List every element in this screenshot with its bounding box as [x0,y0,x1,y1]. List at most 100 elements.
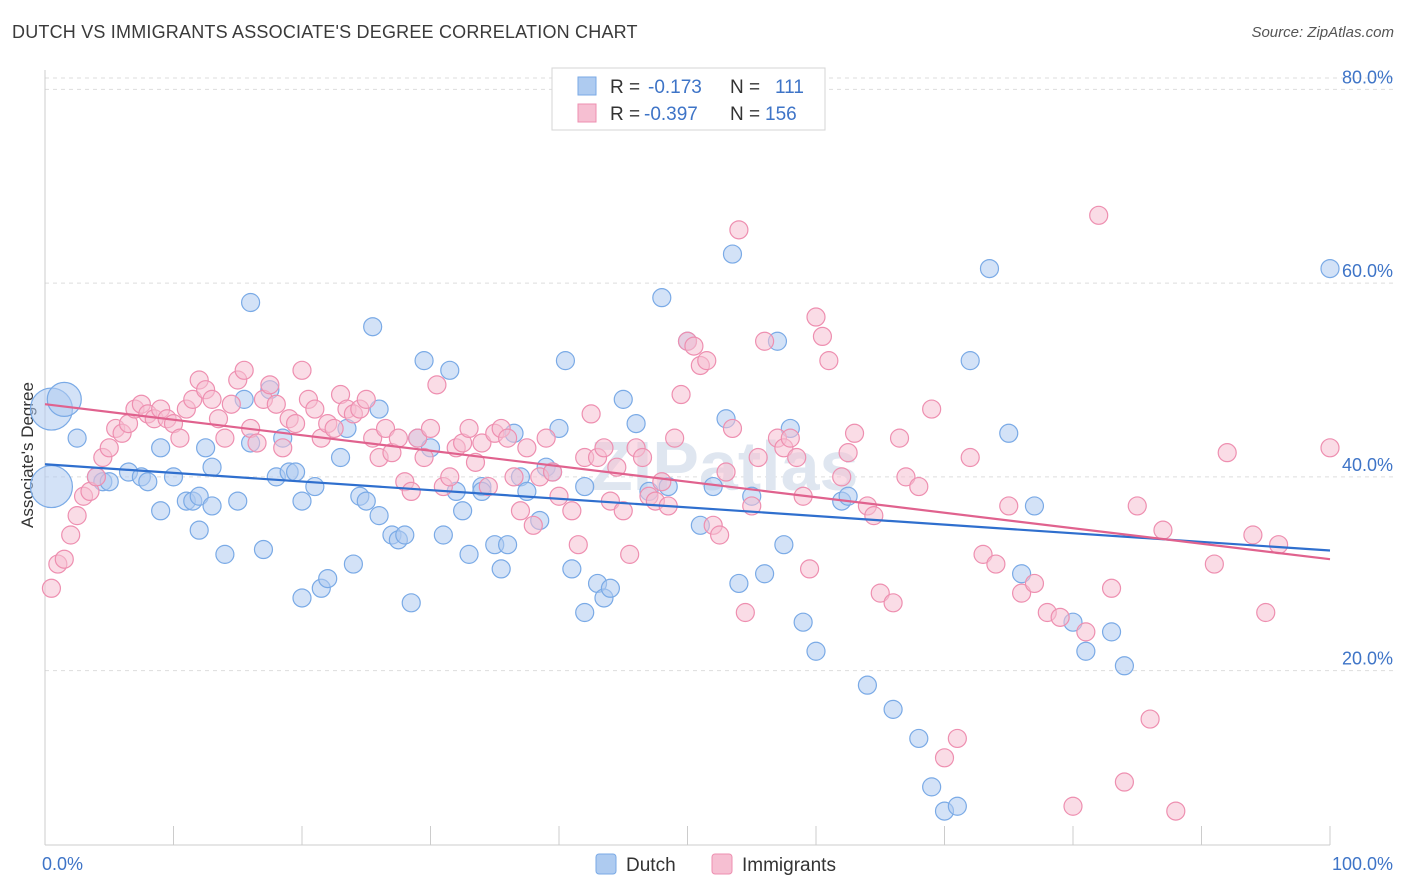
immigrants-point [1166,801,1186,821]
dutch-point [491,559,511,579]
dutch-point [305,476,325,497]
dutch-point [575,476,595,497]
dutch-point [151,438,171,458]
immigrants-point [504,467,524,487]
chart-title: DUTCH VS IMMIGRANTS ASSOCIATE'S DEGREE C… [12,22,638,42]
legend-n-label-2: N = [730,104,760,125]
immigrants-point [787,447,807,468]
immigrants-point [1024,573,1045,594]
immigrants-point [838,443,858,463]
immigrants-point [568,535,588,555]
immigrants-point [375,418,396,439]
immigrants-point [54,549,74,569]
immigrants-point [1268,535,1289,555]
immigrants-point [208,409,229,429]
y-tick-label: 20.0% [1342,649,1393,669]
immigrants-point [510,501,531,521]
x-axis-ticks [44,826,1331,845]
dutch-point [285,462,306,482]
immigrants-point [806,307,826,327]
dutch-point [433,525,453,545]
immigrants-point [922,399,942,419]
immigrants-point [285,413,306,434]
dutch-point [318,568,338,589]
immigrants-point [697,351,717,371]
immigrants-point [234,360,254,380]
dutch-point [999,423,1019,443]
immigrants-point [427,375,447,395]
legend-r-value-2: -0.397 [644,104,698,125]
legend-box [551,67,826,131]
immigrants-point [754,331,775,351]
dutch-trend-line [44,463,1331,552]
immigrants-point [999,496,1019,516]
dutch-point [215,544,235,564]
immigrants-point [86,467,107,487]
immigrants-point [735,602,755,623]
immigrants-point [799,559,820,579]
dutch-point [189,520,209,540]
immigrants-point [542,462,563,482]
legend-n-label-1: N = [730,77,760,98]
dutch-point [1076,641,1096,661]
immigrants-point [356,389,376,409]
dutch-point [626,413,646,434]
dutch-point [202,457,222,477]
immigrants-point [170,428,190,448]
immigrants-point [710,525,730,545]
immigrants-point [594,438,614,458]
dutch-point [600,578,621,598]
dutch-point [196,438,216,458]
dutch-point [722,244,743,264]
dutch-point [67,428,87,448]
immigrants-point [260,375,280,395]
immigrants-point [478,476,498,497]
series-dutch-points [29,244,1340,821]
dutch-point [555,351,576,371]
immigrants-point [716,462,736,482]
dutch-point [292,491,312,511]
dutch-point [202,496,222,516]
immigrants-point [973,544,993,564]
immigrants-point [1089,205,1109,225]
y-tick-label: 60.0% [1342,261,1393,281]
immigrants-point [581,404,601,424]
dutch-point [754,564,775,584]
immigrants-point [465,452,486,472]
dutch-point [979,258,1000,279]
dutch-point [575,602,595,623]
y-axis-tick-labels: 20.0% 40.0% 60.0% 80.0% [1342,67,1393,668]
immigrants-point [780,428,800,448]
chart-source: Source: ZipAtlas.com [1251,24,1394,41]
immigrants-point [215,428,235,448]
dutch-point [292,588,312,608]
immigrants-point [1140,709,1160,729]
dutch-point [883,699,903,719]
correlation-legend: R = -0.173 N = 111 R = -0.397 N = 156 [551,67,826,131]
dutch-point [46,381,82,417]
dutch-point [549,418,569,439]
dutch-point [253,539,274,560]
immigrants-point [221,394,241,414]
dutch-point [1024,496,1045,516]
immigrants-point [883,593,903,613]
dutch-point [1320,258,1340,279]
dutch-point [459,544,479,564]
dutch-point [793,612,813,632]
dutch-point [369,399,389,419]
dutch-point [241,292,261,313]
immigrants-point [1011,583,1032,603]
dutch-point [189,486,209,506]
immigrants-point [1153,520,1173,540]
dutch-point [228,491,248,511]
immigrants-point [986,554,1006,574]
immigrants-point [1101,578,1122,598]
series-legend: Dutch Immigrants [595,853,836,876]
legend-n-value-1: 111 [775,77,804,98]
dutch-point [363,317,383,337]
y-tick-label: 80.0% [1342,67,1393,87]
immigrants-point [613,501,633,521]
dutch-point [330,447,351,468]
immigrants-point [41,578,62,598]
